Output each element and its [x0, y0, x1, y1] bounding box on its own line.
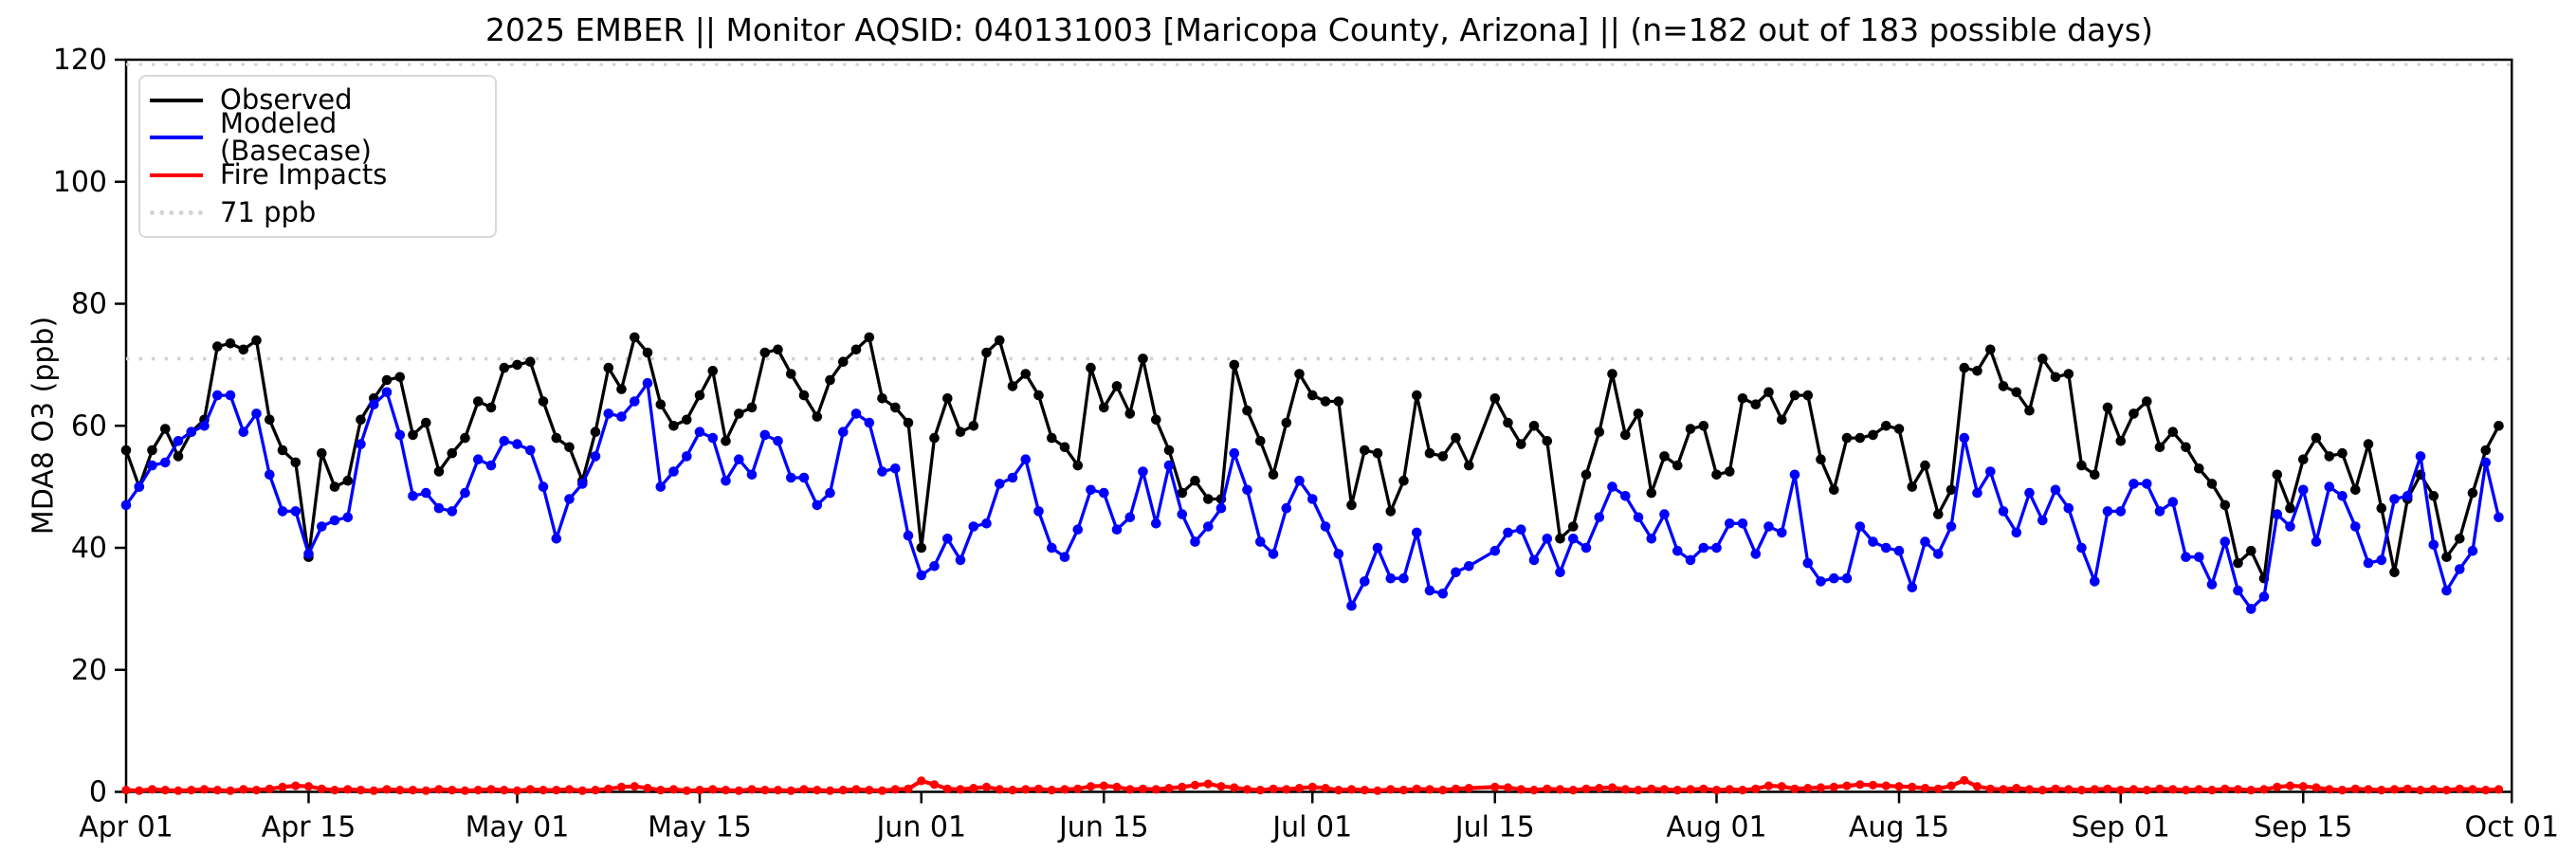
svg-text:Jun 15: Jun 15 — [1057, 811, 1149, 844]
svg-text:Apr 01: Apr 01 — [79, 811, 174, 844]
svg-text:Sep 01: Sep 01 — [2072, 811, 2170, 844]
observed-line-swatch — [150, 98, 203, 102]
legend: Observed Modeled (Basecase) Fire Impacts… — [138, 75, 497, 238]
svg-text:0: 0 — [89, 776, 107, 809]
svg-text:120: 120 — [53, 44, 107, 77]
svg-text:May 01: May 01 — [466, 811, 570, 844]
svg-text:60: 60 — [71, 409, 107, 443]
figure-title: 2025 EMBER || Monitor AQSID: 040131003 [… — [485, 11, 2153, 48]
svg-text:Jun 01: Jun 01 — [874, 811, 966, 844]
modeled-line-swatch — [150, 136, 203, 140]
svg-text:Oct 01: Oct 01 — [2464, 811, 2559, 844]
legend-label: Observed — [220, 83, 353, 117]
legend-label: Fire Impacts — [220, 158, 388, 191]
svg-text:Aug 01: Aug 01 — [1666, 811, 1766, 844]
legend-label: 71 ppb — [220, 195, 317, 228]
legend-label: Modeled (Basecase) — [220, 107, 372, 168]
svg-text:Sep 15: Sep 15 — [2254, 811, 2352, 844]
svg-text:20: 20 — [71, 654, 107, 687]
fire-line-swatch — [150, 172, 203, 177]
svg-text:May 15: May 15 — [648, 811, 752, 844]
legend-item-threshold: 71 ppb — [150, 194, 485, 230]
legend-item-modeled: Modeled (Basecase) — [150, 110, 485, 165]
svg-text:80: 80 — [71, 288, 107, 321]
legend-item-fire: Fire Impacts — [150, 157, 485, 193]
svg-text:Aug 15: Aug 15 — [1849, 811, 1949, 844]
legend-item-observed: Observed — [150, 82, 485, 118]
svg-text:Jul 15: Jul 15 — [1453, 811, 1535, 844]
svg-text:40: 40 — [71, 532, 107, 565]
svg-text:Jul 01: Jul 01 — [1270, 811, 1352, 844]
svg-text:Apr 15: Apr 15 — [262, 811, 356, 844]
threshold-line-swatch — [150, 209, 203, 215]
svg-text:100: 100 — [53, 166, 107, 199]
